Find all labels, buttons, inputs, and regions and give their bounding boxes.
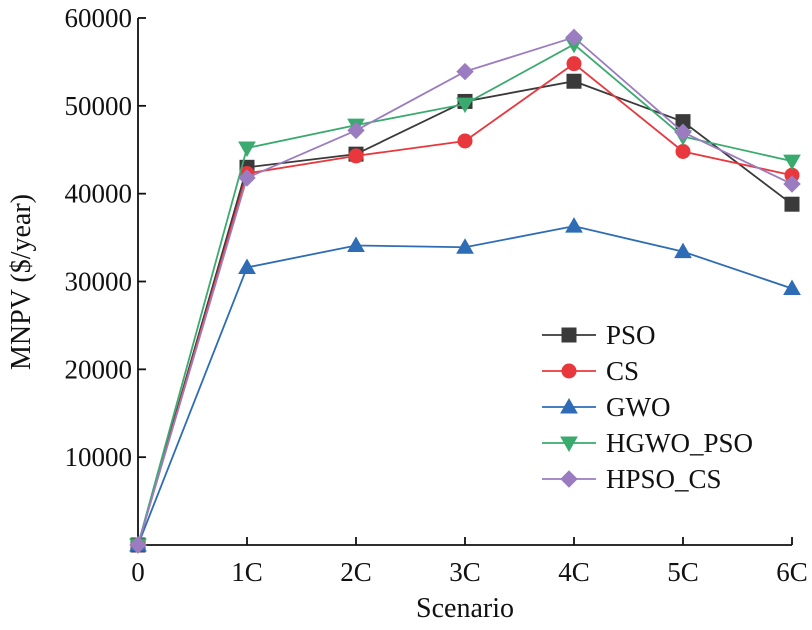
data-point-gwo <box>456 238 474 254</box>
y-axis-title: MNPV ($/year) <box>6 194 37 370</box>
data-point-hpso-cs <box>347 121 365 140</box>
y-tick-label: 30000 <box>65 267 133 297</box>
legend-item-gwo: GWO <box>542 392 670 422</box>
data-point-hpso-cs <box>565 28 583 47</box>
data-point-gwo <box>238 258 256 274</box>
data-point-hpso-cs <box>129 536 147 554</box>
data-point-hgwo-pso <box>238 141 256 158</box>
series-layer <box>129 28 801 555</box>
legend-marker-gwo <box>560 397 578 414</box>
ticks: 0 1C 2C 3C 4C 5C 6C 10000 20000 30000 40000 50000 60… <box>65 3 808 587</box>
x-tick-label: 5C <box>667 557 699 587</box>
legend-label-hgwo-pso: HGWO_PSO <box>606 428 753 458</box>
legend-label-cs: CS <box>606 356 639 386</box>
y-tick-label: 50000 <box>65 91 133 121</box>
x-tick-label: 2C <box>340 557 372 587</box>
data-point-hpso-cs <box>456 62 474 81</box>
legend-item-hgwo-pso: HGWO_PSO <box>542 428 753 458</box>
data-point-hgwo-pso <box>456 97 474 114</box>
data-point-cs <box>457 133 473 149</box>
legend-label-gwo: GWO <box>606 392 670 422</box>
legend-item-pso: PSO <box>542 320 656 350</box>
x-tick-label: 3C <box>449 557 481 587</box>
y-tick-label: 60000 <box>65 3 133 33</box>
legend-label-pso: PSO <box>606 320 656 350</box>
data-point-hpso-cs <box>674 123 692 141</box>
data-point-hpso-cs <box>783 175 801 193</box>
x-tick-label: 0 <box>131 557 145 587</box>
x-tick-label: 1C <box>231 557 263 587</box>
y-tick-label: 20000 <box>65 354 133 384</box>
data-point-pso <box>566 73 582 89</box>
series-hpso-cs <box>129 28 801 554</box>
legend: PSO CS GWO HGWO_PSO HPSO_CS <box>542 320 753 494</box>
y-tick-label: 10000 <box>65 442 133 472</box>
x-axis-title: Scenario <box>416 593 514 624</box>
legend-item-cs: CS <box>542 356 639 386</box>
data-point-cs <box>348 148 364 164</box>
data-point-hgwo-pso <box>783 154 801 171</box>
legend-item-hpso-cs: HPSO_CS <box>542 464 722 494</box>
legend-label-hpso-cs: HPSO_CS <box>606 464 722 494</box>
data-point-gwo <box>674 242 692 259</box>
legend-marker-hpso-cs <box>560 470 578 488</box>
data-point-gwo <box>783 279 801 296</box>
data-point-gwo <box>347 236 365 252</box>
legend-marker-hgwo-pso <box>560 436 578 453</box>
data-point-gwo <box>565 217 583 233</box>
data-point-cs <box>675 144 691 160</box>
x-tick-label: 6C <box>776 557 808 587</box>
legend-marker-pso <box>561 327 577 343</box>
y-tick-label: 40000 <box>65 179 133 209</box>
data-point-hpso-cs <box>238 169 256 187</box>
data-point-pso <box>784 196 800 212</box>
series-gwo <box>129 217 801 552</box>
series-line-gwo <box>137 225 793 546</box>
x-tick-label: 4C <box>558 557 590 587</box>
data-point-cs <box>566 56 582 72</box>
legend-marker-cs <box>561 363 577 379</box>
